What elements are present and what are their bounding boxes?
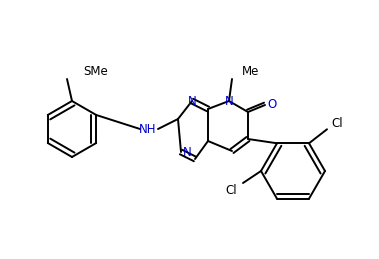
Text: N: N: [225, 95, 233, 107]
Text: O: O: [267, 97, 277, 111]
Text: NH: NH: [139, 123, 157, 135]
Text: Cl: Cl: [331, 117, 343, 130]
Text: N: N: [183, 146, 192, 159]
Text: SMe: SMe: [83, 64, 108, 77]
Text: Cl: Cl: [225, 184, 237, 198]
Text: Me: Me: [242, 64, 259, 77]
Text: N: N: [188, 95, 196, 107]
